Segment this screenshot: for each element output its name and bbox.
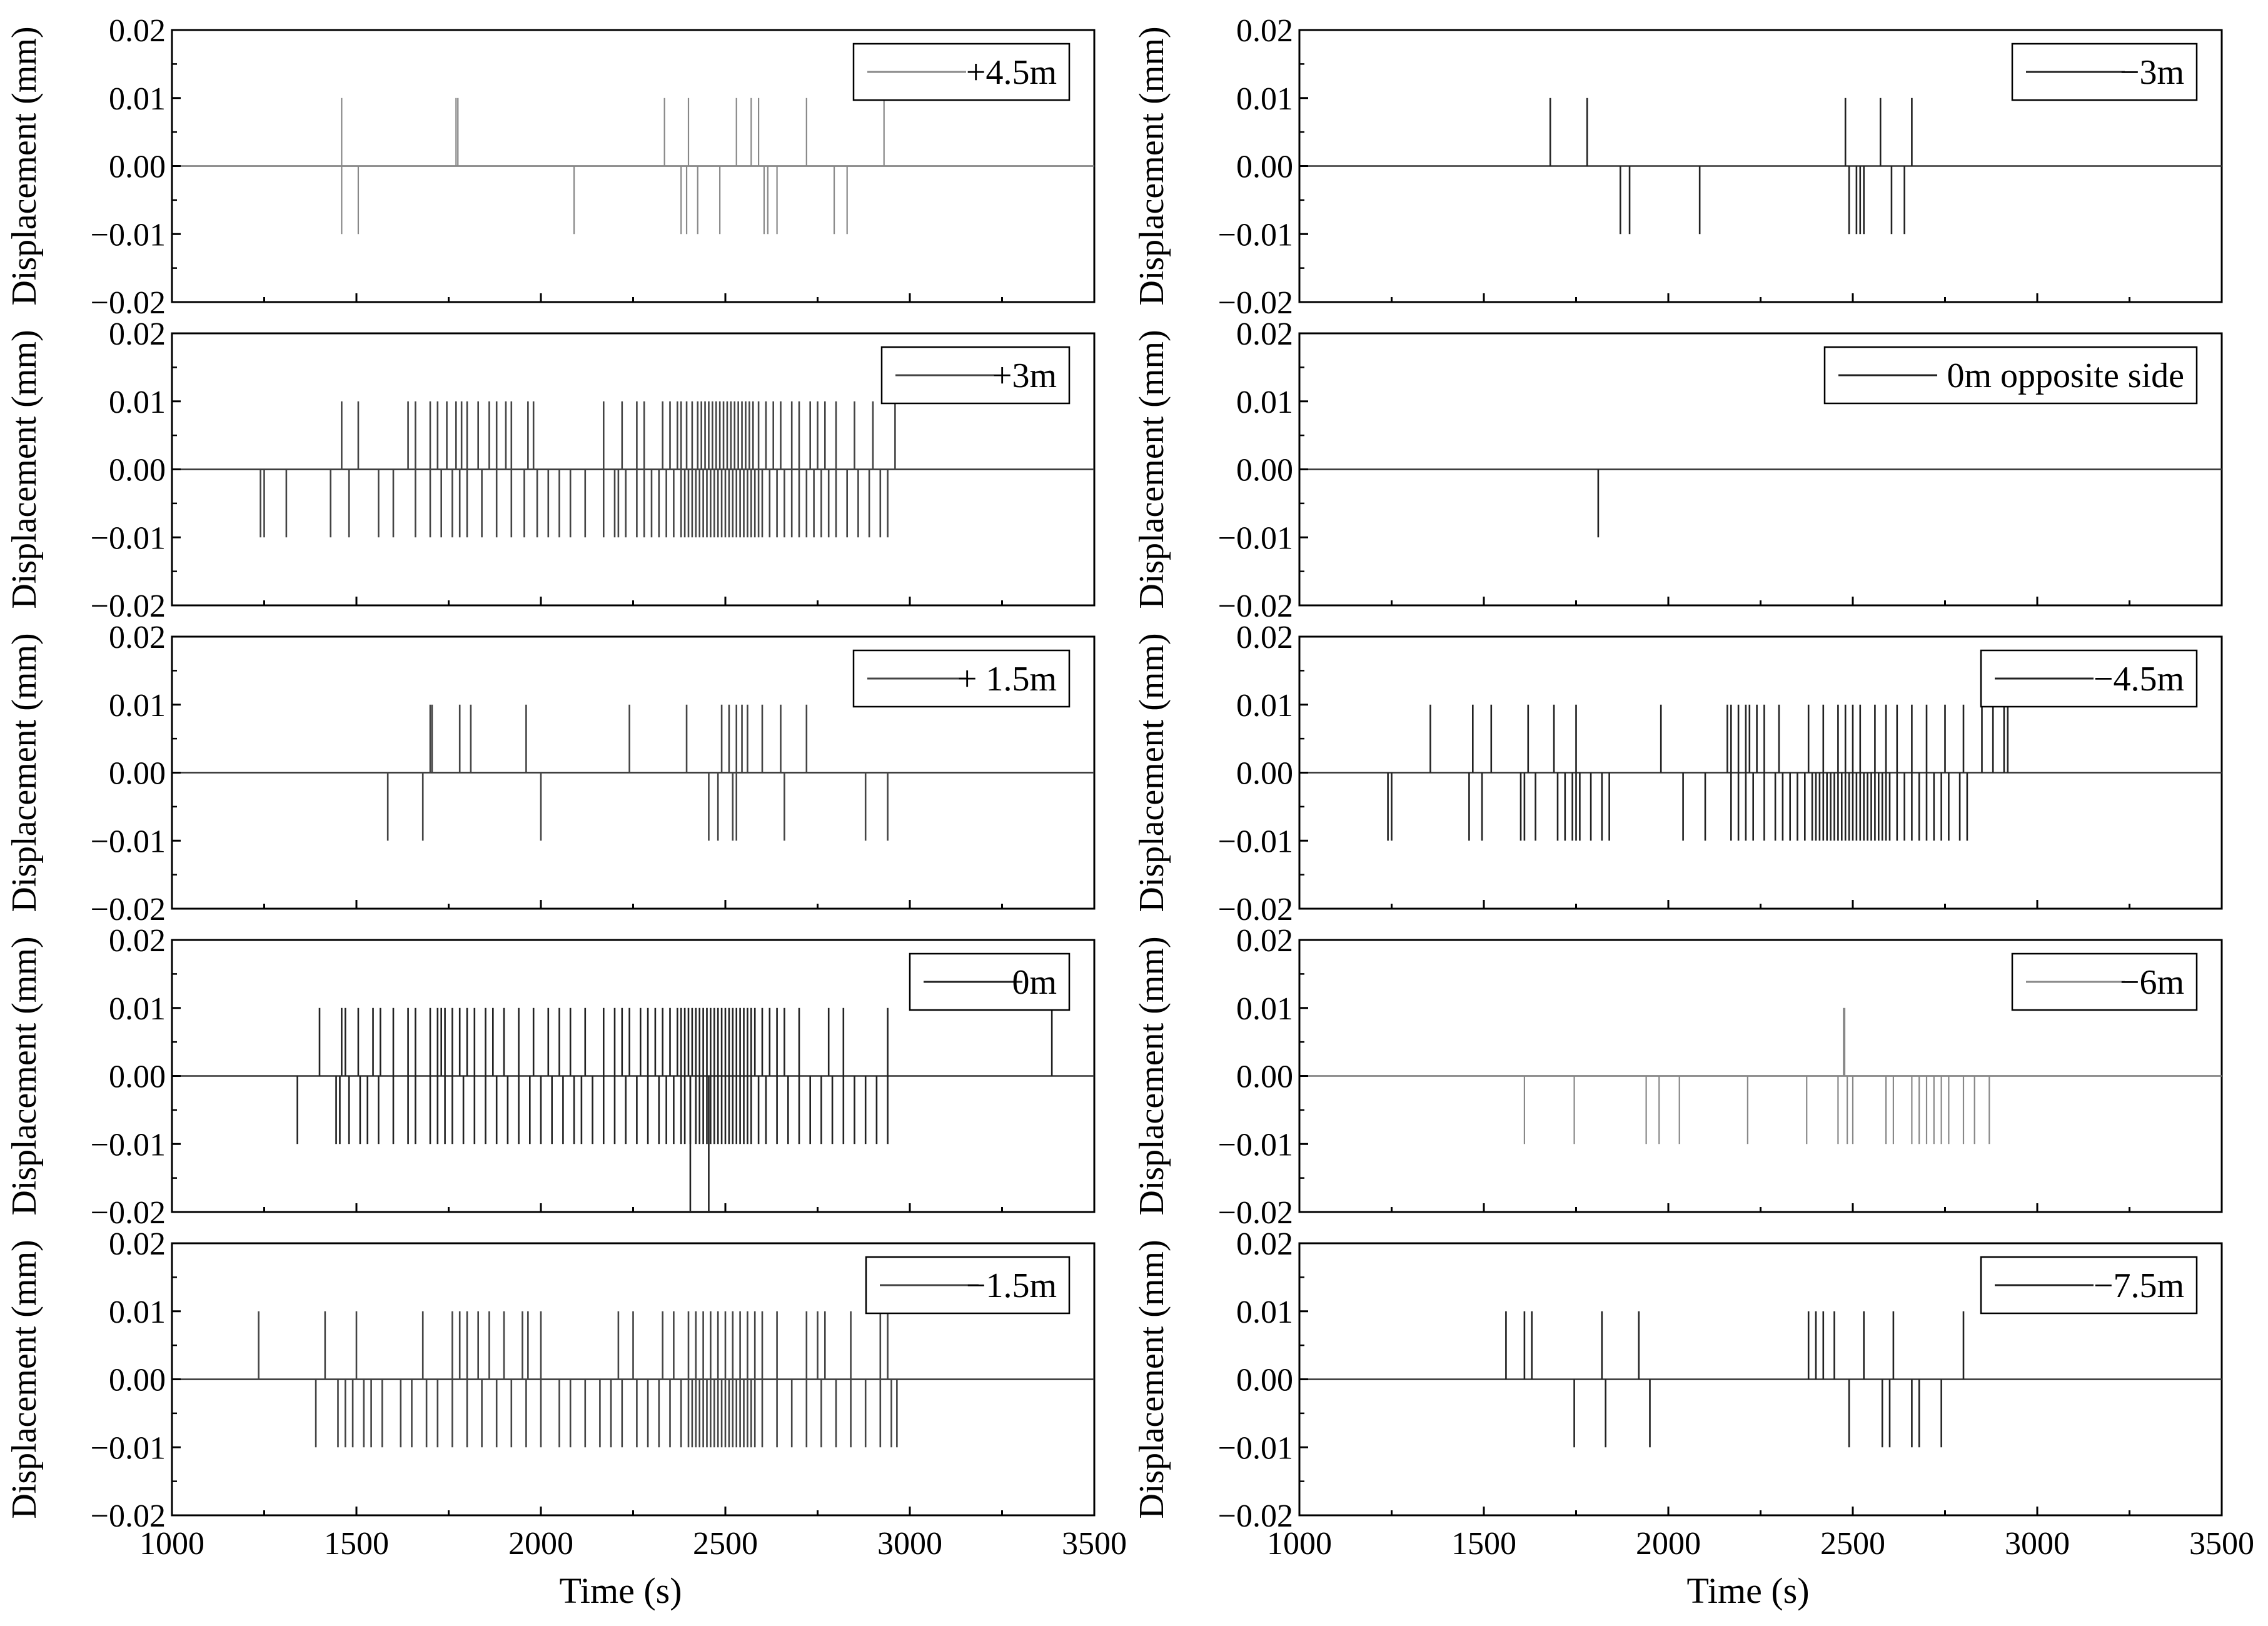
x-tick-label: 2500 bbox=[693, 1526, 758, 1562]
y-tick-label: 0.01 bbox=[109, 1295, 166, 1330]
y-tick-label: 0.00 bbox=[1236, 756, 1293, 792]
y-tick-label: 0.02 bbox=[109, 13, 166, 49]
y-tick-label: 0.01 bbox=[109, 991, 166, 1027]
legend-label: −1.5m bbox=[966, 1266, 1057, 1305]
y-tick-label: 0.02 bbox=[1236, 316, 1293, 352]
legend-label: −4.5m bbox=[2094, 660, 2184, 699]
x-tick-label: 1500 bbox=[1451, 1526, 1516, 1562]
y-tick-label: −0.01 bbox=[1218, 1127, 1293, 1163]
y-tick-label: 0.00 bbox=[109, 1363, 166, 1398]
y-tick-label: 0.00 bbox=[109, 756, 166, 792]
y-tick-label: 0.00 bbox=[1236, 1363, 1293, 1398]
y-axis-label: Displacement (mm) bbox=[1132, 26, 1171, 305]
y-tick-label: 0.02 bbox=[1236, 620, 1293, 655]
y-tick-label: 0.00 bbox=[109, 453, 166, 488]
y-axis-label: Displacement (mm) bbox=[1132, 1240, 1171, 1518]
y-axis-label: Displacement (mm) bbox=[5, 633, 44, 912]
y-tick-label: −0.01 bbox=[91, 520, 166, 556]
x-tick-label: 2000 bbox=[1636, 1526, 1701, 1562]
y-axis-label: Displacement (mm) bbox=[5, 26, 44, 305]
legend-label: −7.5m bbox=[2094, 1266, 2184, 1305]
x-tick-label: 1000 bbox=[139, 1526, 204, 1562]
y-tick-label: −0.02 bbox=[1218, 285, 1293, 321]
y-tick-label: 0.02 bbox=[109, 1226, 166, 1262]
y-tick-label: 0.00 bbox=[109, 1059, 166, 1095]
legend-label: +4.5m bbox=[966, 53, 1057, 92]
y-tick-label: 0.02 bbox=[109, 316, 166, 352]
y-tick-label: −0.01 bbox=[91, 824, 166, 859]
y-tick-label: 0.00 bbox=[109, 149, 166, 185]
y-tick-label: −0.02 bbox=[91, 1498, 166, 1534]
x-tick-label: 3500 bbox=[2189, 1526, 2254, 1562]
y-tick-label: −0.01 bbox=[1218, 824, 1293, 859]
y-axis-label: Displacement (mm) bbox=[1132, 936, 1171, 1215]
y-tick-label: −0.02 bbox=[91, 892, 166, 927]
y-tick-label: 0.01 bbox=[1236, 81, 1293, 117]
x-tick-label: 2500 bbox=[1820, 1526, 1885, 1562]
x-tick-label: 3500 bbox=[1062, 1526, 1127, 1562]
x-tick-label: 1000 bbox=[1267, 1526, 1332, 1562]
plot-panel-1: 0.02 0.01 0.00 −0.01 −0.02 Displacement (mm) +… bbox=[5, 13, 1096, 321]
y-axis-label: Displacement (mm) bbox=[5, 330, 44, 608]
x-axis-label: Time (s) bbox=[559, 1570, 682, 1611]
y-tick-label: 0.01 bbox=[1236, 991, 1293, 1027]
plot-panel-10: 0.02 0.01 0.00 −0.01 −0.02 Displacement (mm) −… bbox=[1132, 1226, 2223, 1534]
y-tick-label: 0.01 bbox=[1236, 1295, 1293, 1330]
y-tick-label: −0.01 bbox=[1218, 217, 1293, 253]
y-tick-label: −0.02 bbox=[91, 588, 166, 624]
y-tick-label: 0.00 bbox=[1236, 149, 1293, 185]
plot-panel-7: 0.02 0.01 0.00 −0.01 −0.02 Displacement (mm) 0… bbox=[1132, 316, 2223, 624]
y-tick-label: 0.00 bbox=[1236, 453, 1293, 488]
plot-panel-3: 0.02 0.01 0.00 −0.01 −0.02 Displacement (mm) +… bbox=[5, 620, 1096, 927]
legend-label: +3m bbox=[992, 356, 1057, 395]
y-tick-label: −0.02 bbox=[1218, 892, 1293, 927]
y-tick-label: −0.01 bbox=[1218, 1430, 1293, 1466]
y-tick-label: −0.01 bbox=[91, 1430, 166, 1466]
y-tick-label: −0.02 bbox=[91, 1195, 166, 1231]
plot-panel-8: 0.02 0.01 0.00 −0.01 −0.02 Displacement (mm) −… bbox=[1132, 620, 2223, 927]
y-axis-label: Displacement (mm) bbox=[5, 1240, 44, 1518]
y-tick-label: 0.01 bbox=[109, 385, 166, 420]
plot-panel-9: 0.02 0.01 0.00 −0.01 −0.02 Displacement (mm) −… bbox=[1132, 923, 2223, 1231]
y-tick-label: −0.01 bbox=[1218, 520, 1293, 556]
y-tick-label: 0.02 bbox=[1236, 923, 1293, 959]
x-axis-label: Time (s) bbox=[1686, 1570, 1809, 1611]
plot-panel-4: 0.02 0.01 0.00 −0.01 −0.02 Displacement (mm) 0… bbox=[5, 923, 1096, 1231]
y-tick-label: 0.02 bbox=[1236, 1226, 1293, 1262]
x-tick-label: 3000 bbox=[2005, 1526, 2070, 1562]
y-tick-label: 0.01 bbox=[109, 688, 166, 724]
legend-label: −6m bbox=[2120, 963, 2184, 1002]
y-tick-label: −0.02 bbox=[1218, 588, 1293, 624]
legend-label: −3m bbox=[2120, 53, 2184, 92]
x-tick-label: 2000 bbox=[508, 1526, 573, 1562]
y-tick-label: −0.01 bbox=[91, 1127, 166, 1163]
legend-label: + 1.5m bbox=[957, 660, 1057, 699]
x-tick-label: 1500 bbox=[324, 1526, 389, 1562]
y-tick-label: −0.01 bbox=[91, 217, 166, 253]
y-tick-label: 0.01 bbox=[1236, 385, 1293, 420]
plot-panel-2: 0.02 0.01 0.00 −0.01 −0.02 Displacement (mm) +… bbox=[5, 316, 1096, 624]
y-axis-label: Displacement (mm) bbox=[1132, 330, 1171, 608]
y-tick-label: 0.00 bbox=[1236, 1059, 1293, 1095]
y-axis-label: Displacement (mm) bbox=[5, 936, 44, 1215]
y-axis-label: Displacement (mm) bbox=[1132, 633, 1171, 912]
legend-label: 0m opposite side bbox=[1947, 356, 2184, 395]
plot-panel-6: 0.02 0.01 0.00 −0.01 −0.02 Displacement (mm) −… bbox=[1132, 13, 2223, 321]
y-tick-label: 0.02 bbox=[1236, 13, 1293, 49]
y-tick-label: 0.02 bbox=[109, 923, 166, 959]
y-tick-label: 0.01 bbox=[1236, 688, 1293, 724]
y-tick-label: −0.02 bbox=[1218, 1195, 1293, 1231]
legend-label: 0m bbox=[1012, 963, 1057, 1002]
y-tick-label: 0.01 bbox=[109, 81, 166, 117]
y-tick-label: 0.02 bbox=[109, 620, 166, 655]
y-tick-label: −0.02 bbox=[1218, 1498, 1293, 1534]
plot-panel-5: 0.02 0.01 0.00 −0.01 −0.02 Displacement (mm) −… bbox=[5, 1226, 1096, 1534]
x-tick-label: 3000 bbox=[877, 1526, 942, 1562]
y-tick-label: −0.02 bbox=[91, 285, 166, 321]
